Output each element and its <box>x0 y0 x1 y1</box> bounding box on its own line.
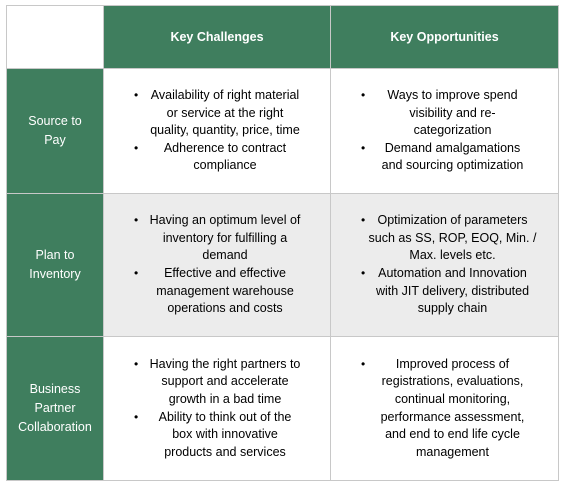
row-label-business-partner-collaboration: Business Partner Collaboration <box>6 336 104 481</box>
list-item: Ways to improve spend visibility and re-… <box>361 87 540 140</box>
table-row-plan-to-inventory: Plan to Inventory Having an optimum leve… <box>6 193 559 337</box>
list-item: Availability of right material or servic… <box>134 87 312 140</box>
list-item: Adherence to contract compliance <box>134 140 312 175</box>
table-row-business-partner-collaboration: Business Partner Collaboration Having th… <box>6 336 559 481</box>
row-label-line: Source to <box>28 114 82 128</box>
table-row-source-to-pay: Source to Pay Availability of right mate… <box>6 68 559 194</box>
list-item: Improved process of registrations, evalu… <box>361 356 540 462</box>
list-item: Effective and effective management wareh… <box>134 265 312 318</box>
row-label-plan-to-inventory: Plan to Inventory <box>6 193 104 337</box>
row-label-line: Business <box>29 382 81 396</box>
challenges-cell: Having the right partners to support and… <box>103 336 331 481</box>
header-row: Key Challenges Key Opportunities <box>6 5 559 69</box>
key-opportunities-header: Key Opportunities <box>330 5 559 69</box>
row-label-line: Pay <box>44 133 66 147</box>
key-challenges-header: Key Challenges <box>103 5 331 69</box>
challenges-cell: Availability of right material or servic… <box>103 68 331 194</box>
list-item: Optimization of parameters such as SS, R… <box>361 212 540 265</box>
opportunities-cell: Optimization of parameters such as SS, R… <box>330 193 559 337</box>
challenges-cell: Having an optimum level of inventory for… <box>103 193 331 337</box>
opportunities-cell: Ways to improve spend visibility and re-… <box>330 68 559 194</box>
opportunities-cell: Improved process of registrations, evalu… <box>330 336 559 481</box>
list-item: Demand amalgamations and sourcing optimi… <box>361 140 540 175</box>
list-item: Having an optimum level of inventory for… <box>134 212 312 265</box>
list-item: Ability to think out of the box with inn… <box>134 409 312 462</box>
corner-cell <box>6 5 104 69</box>
row-label-line: Plan to <box>35 248 75 262</box>
row-label-source-to-pay: Source to Pay <box>6 68 104 194</box>
row-label-line: Collaboration <box>18 420 92 434</box>
challenges-opportunities-table: Key Challenges Key Opportunities Source … <box>6 5 559 481</box>
row-label-line: Partner <box>34 401 76 415</box>
row-label-line: Inventory <box>29 267 81 281</box>
list-item: Automation and Innovation with JIT deliv… <box>361 265 540 318</box>
list-item: Having the right partners to support and… <box>134 356 312 409</box>
